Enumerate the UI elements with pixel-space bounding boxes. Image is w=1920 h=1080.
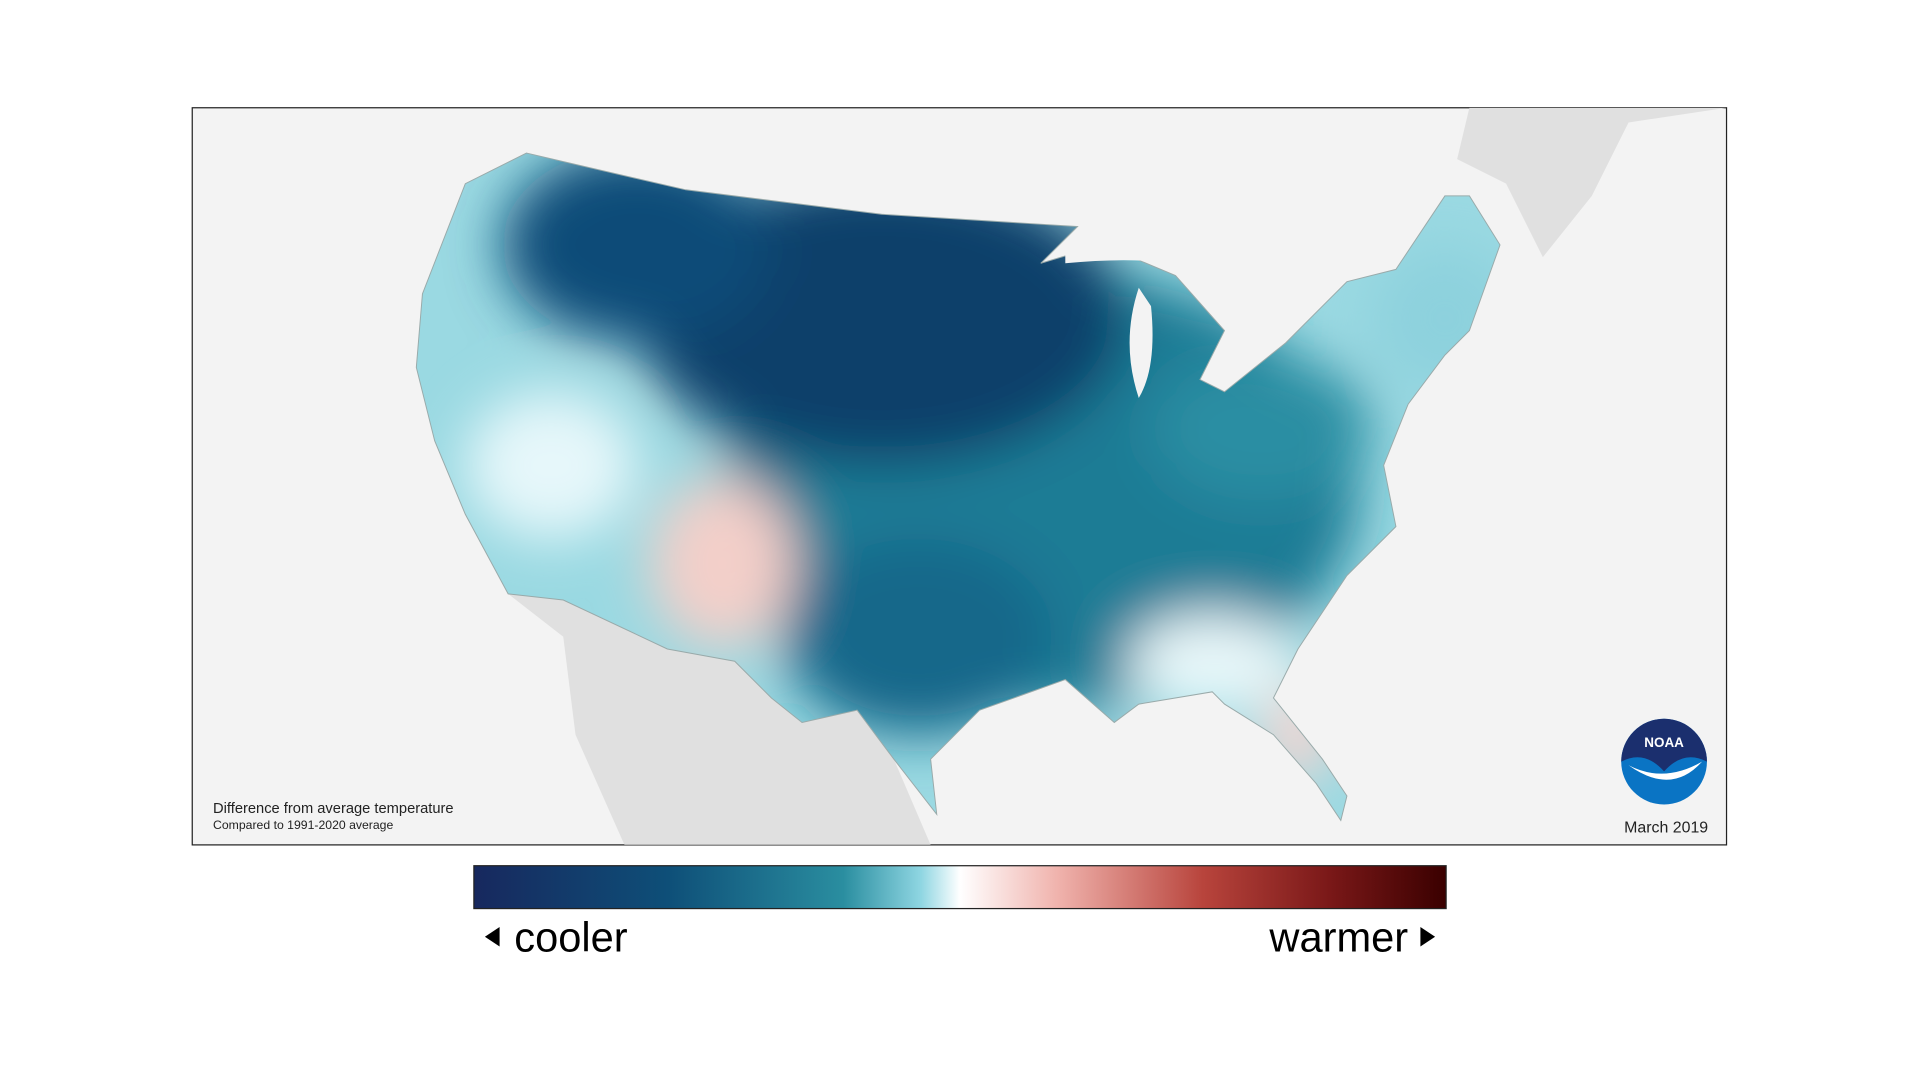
color-scale bbox=[473, 865, 1447, 910]
legend-low: cooler bbox=[514, 913, 628, 960]
noaa-logo: NOAA bbox=[1621, 718, 1707, 805]
landmass bbox=[446, 107, 1727, 845]
caption: Difference from average temperature bbox=[213, 801, 454, 817]
logo-text: NOAA bbox=[1644, 735, 1684, 750]
legend-high: warmer bbox=[1268, 913, 1408, 960]
subcaption: Compared to 1991-2020 average bbox=[213, 818, 393, 832]
arrow-right bbox=[1420, 926, 1436, 947]
arrow-left bbox=[484, 926, 500, 947]
date-label: March 2019 bbox=[1624, 820, 1708, 837]
us-outline bbox=[415, 152, 1501, 822]
great-lakes bbox=[1065, 241, 1176, 398]
